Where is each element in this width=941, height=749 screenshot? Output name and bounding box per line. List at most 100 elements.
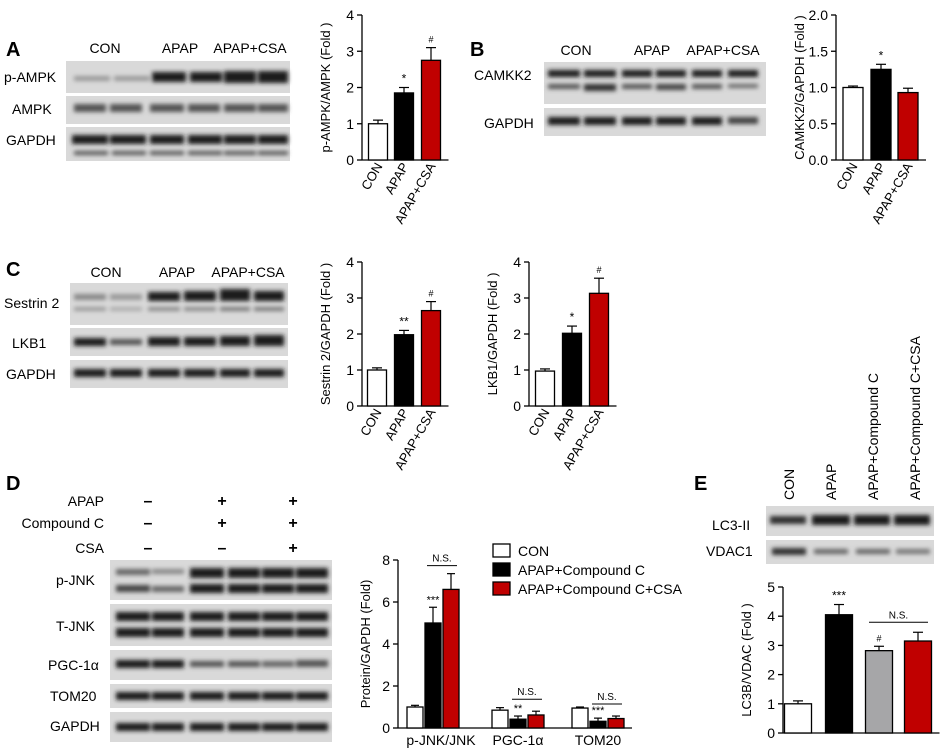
blot-c-group-con: CON [90, 264, 121, 280]
bar [897, 91, 919, 161]
ns-label: N.S. [597, 692, 616, 703]
blot-d-sign: + [217, 515, 226, 532]
y-tick-label: 1 [767, 696, 775, 712]
bar [406, 706, 424, 729]
y-tick-label: 2 [346, 80, 354, 96]
y-tick-label: 8 [382, 552, 390, 568]
blot-a-row-gapdh: GAPDH [6, 132, 56, 148]
y-tick-label: 1.5 [809, 43, 829, 59]
panel-letter-d: D [6, 473, 20, 495]
legend-swatch [492, 581, 511, 596]
y-tick-label: 4 [346, 7, 354, 23]
bar [393, 334, 415, 407]
blot-d-sign: + [288, 493, 297, 510]
significance-mark: # [428, 35, 433, 45]
y-tick-label: 0.0 [809, 152, 829, 168]
y-axis-label: Protein/GAPDH (Fold) [358, 580, 373, 709]
blot-b-row-camkk2: CAMKK2 [474, 67, 532, 83]
chart-e: 0 1 2 3 4 5 LC3B/VDAC (Fold ) *** # N.S. [739, 579, 940, 741]
blot-d-row-pjnk: p-JNK [56, 572, 96, 588]
blot-d-treat-apap: APAP [68, 493, 104, 509]
bar [393, 92, 415, 161]
bar [589, 720, 607, 729]
bar [842, 86, 864, 161]
bar [366, 369, 388, 407]
significance-mark: # [876, 633, 881, 643]
panel-letter-a: A [6, 39, 20, 61]
blot-b-group-apapcsa: APAP+CSA [686, 42, 760, 58]
blot-d-row-tom20: TOM20 [50, 688, 97, 704]
legend-label: CON [518, 543, 549, 559]
bar [870, 68, 892, 161]
y-tick-label: 0 [767, 725, 775, 741]
blot-d-sign: – [218, 540, 227, 557]
y-tick-label: 0 [346, 398, 354, 414]
blot-e-group-apapcccsa: APAP+Compound C+CSA [907, 335, 923, 500]
significance-mark: *** [427, 594, 441, 606]
y-tick-label: 1 [346, 362, 354, 378]
bar [824, 614, 854, 734]
blot-d-row-tjnk: T-JNK [56, 618, 96, 634]
significance-mark: # [428, 289, 433, 299]
blot-d-sign: + [288, 515, 297, 532]
y-tick-label: 4 [767, 608, 775, 624]
significance-mark: * [570, 310, 575, 324]
blot-a-row-ampk: AMPK [12, 101, 52, 117]
panel-letter-b: B [470, 39, 484, 61]
blot-e [766, 506, 934, 564]
blot-b [544, 62, 766, 136]
significance-mark: *** [592, 705, 606, 717]
y-tick-label: 4 [513, 254, 521, 270]
legend-label: APAP+Compound C [518, 562, 645, 578]
bar [420, 59, 442, 161]
y-tick-label: 4 [346, 254, 354, 270]
significance-mark: ** [514, 703, 523, 715]
chart-d: 0 2 4 6 8 Protein/GAPDH (Fold) p-JNK/JNK *** N.S… [358, 543, 683, 748]
y-tick-label: 6 [382, 594, 390, 610]
bar [509, 718, 527, 729]
bar [491, 709, 509, 729]
panel-letter-e: E [694, 473, 707, 495]
blot-a-group-con: CON [89, 40, 120, 56]
blot-d [110, 560, 332, 742]
blot-c-row-sestrin2: Sestrin 2 [4, 295, 59, 311]
bar [420, 309, 442, 407]
blot-e-group-con: CON [781, 469, 797, 500]
y-tick-label: 1 [513, 362, 521, 378]
blot-d-sign: – [144, 540, 153, 557]
blot-a-group-apap: APAP [162, 40, 198, 56]
y-tick-label: 2 [767, 667, 775, 683]
bar [864, 650, 894, 734]
x-tick-label: p-JNK/JNK [406, 732, 476, 748]
y-tick-label: 3 [346, 43, 354, 59]
bar [534, 370, 556, 407]
blot-d-sign: + [217, 493, 226, 510]
y-tick-label: 4 [382, 636, 390, 652]
legend-swatch [492, 562, 511, 577]
blot-c-group-apapcsa: APAP+CSA [211, 264, 285, 280]
blot-b-group-apap: APAP [634, 42, 670, 58]
bar [783, 703, 813, 734]
blot-c-row-lkb1: LKB1 [12, 335, 46, 351]
significance-mark: *** [832, 589, 846, 603]
blot-a-row-pampk: p-AMPK [4, 69, 57, 85]
bar [607, 717, 625, 729]
ns-label: N.S. [889, 610, 908, 621]
bar [903, 640, 933, 734]
blot-b-row-gapdh: GAPDH [484, 115, 534, 131]
y-axis-label: CAMKK2/GAPDH (Fold ) [792, 15, 807, 159]
blot-d-treat-compoundc: Compound C [22, 515, 105, 531]
bar [424, 622, 442, 729]
x-tick-label: CON [833, 160, 860, 193]
y-tick-label: 0 [346, 152, 354, 168]
y-axis-label: LKB1/GAPDH (Fold ) [485, 273, 500, 396]
x-tick-label: CON [525, 406, 552, 439]
blot-d-sign: – [144, 515, 153, 532]
blot-c-row-gapdh: GAPDH [6, 366, 56, 382]
legend-swatch [492, 543, 511, 558]
